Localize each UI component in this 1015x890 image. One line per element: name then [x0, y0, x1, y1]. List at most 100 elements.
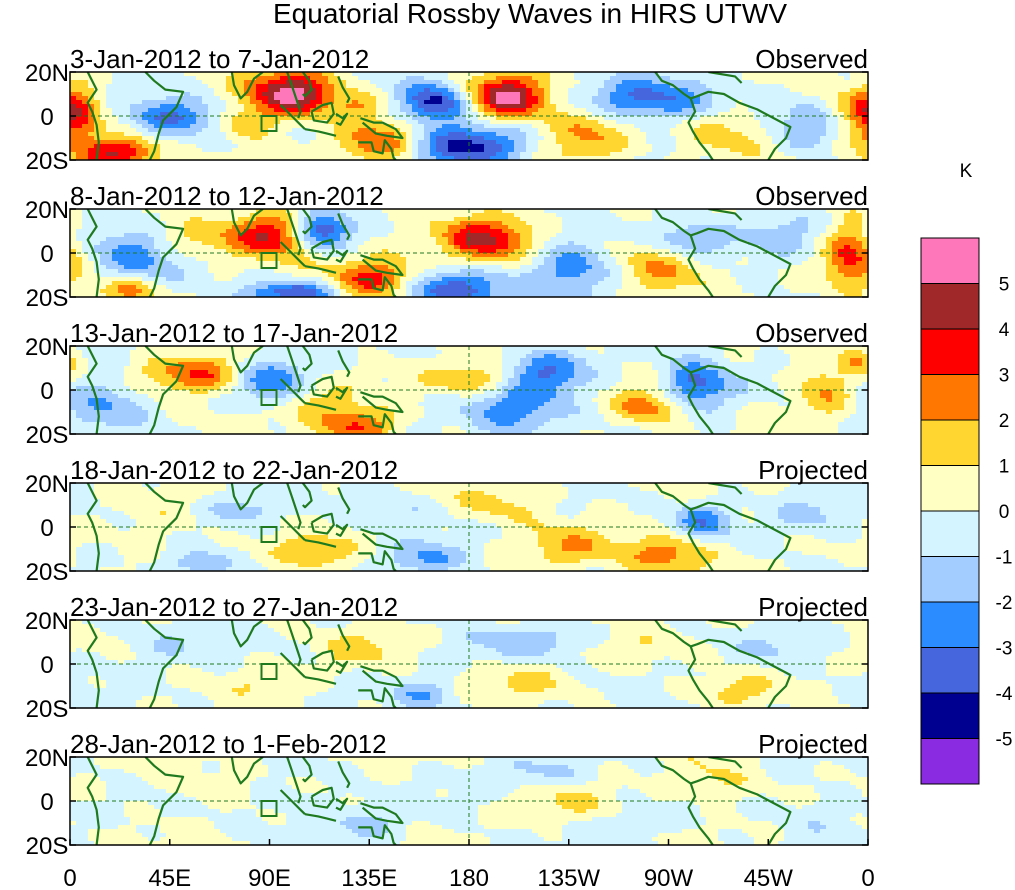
- heatmap-cell: [190, 269, 197, 274]
- heatmap-cell: [178, 120, 185, 125]
- heatmap-cell: [142, 136, 149, 141]
- heatmap-cell: [772, 217, 779, 222]
- heatmap-cell: [862, 152, 868, 157]
- heatmap-cell: [184, 245, 191, 250]
- heatmap-cell: [226, 257, 233, 262]
- heatmap-cell: [736, 84, 743, 89]
- heatmap-cell: [844, 237, 851, 242]
- heatmap-cell: [832, 84, 839, 89]
- heatmap-cell: [82, 76, 89, 81]
- heatmap-cell: [604, 124, 611, 129]
- heatmap-cell: [208, 213, 215, 218]
- heatmap-cell: [856, 253, 863, 258]
- heatmap-cell: [490, 261, 497, 266]
- heatmap-cell: [178, 116, 185, 121]
- heatmap-cell: [712, 265, 719, 270]
- heatmap-cell: [544, 76, 551, 81]
- heatmap-cell: [124, 148, 131, 153]
- heatmap-cell: [202, 144, 209, 149]
- heatmap-cell: [292, 128, 299, 133]
- heatmap-cell: [448, 152, 455, 157]
- heatmap-cell: [232, 217, 239, 222]
- heatmap-cell: [598, 96, 605, 101]
- heatmap-cell: [256, 221, 263, 226]
- heatmap-cell: [328, 72, 335, 77]
- heatmap-cell: [808, 96, 815, 101]
- heatmap-cell: [160, 100, 167, 105]
- heatmap-cell: [130, 72, 137, 77]
- heatmap-cell: [664, 124, 671, 129]
- heatmap-cell: [568, 72, 575, 77]
- heatmap-cell: [664, 120, 671, 125]
- heatmap-cell: [634, 144, 641, 149]
- heatmap-cell: [760, 140, 767, 145]
- heatmap-cell: [472, 108, 479, 113]
- heatmap-cell: [754, 100, 761, 105]
- heatmap-cell: [616, 104, 623, 109]
- heatmap-cell: [70, 249, 77, 254]
- heatmap-cell: [568, 148, 575, 153]
- heatmap-cell: [106, 116, 113, 121]
- heatmap-cell: [772, 229, 779, 234]
- heatmap-cell: [226, 124, 233, 129]
- heatmap-cell: [802, 124, 809, 129]
- heatmap-cell: [640, 108, 647, 113]
- heatmap-cell: [214, 136, 221, 141]
- heatmap-cell: [784, 80, 791, 85]
- heatmap-cell: [256, 132, 263, 137]
- heatmap-cell: [268, 84, 275, 89]
- heatmap-cell: [190, 140, 197, 145]
- heatmap-cell: [166, 132, 173, 137]
- heatmap-cell: [448, 92, 455, 97]
- heatmap-cell: [628, 124, 635, 129]
- heatmap-cell: [850, 84, 857, 89]
- heatmap-cell: [340, 136, 347, 141]
- heatmap-cell: [412, 225, 419, 230]
- heatmap-cell: [214, 209, 221, 214]
- heatmap-cell: [718, 253, 725, 258]
- heatmap-cell: [448, 132, 455, 137]
- heatmap-cell: [388, 92, 395, 97]
- heatmap-cell: [574, 100, 581, 105]
- heatmap-cell: [382, 265, 389, 270]
- heatmap-cell: [634, 80, 641, 85]
- heatmap-cell: [280, 249, 287, 254]
- heatmap-cell: [364, 257, 371, 262]
- heatmap-cell: [478, 156, 485, 160]
- heatmap-cell: [844, 92, 851, 97]
- heatmap-cell: [424, 132, 431, 137]
- heatmap-cell: [82, 120, 89, 125]
- heatmap-cell: [862, 245, 868, 250]
- heatmap-cell: [256, 217, 263, 222]
- heatmap-cell: [196, 221, 203, 226]
- heatmap-cell: [268, 148, 275, 153]
- heatmap-cell: [850, 88, 857, 93]
- heatmap-cell: [496, 132, 503, 137]
- heatmap-cell: [226, 261, 233, 266]
- heatmap-cell: [856, 104, 863, 109]
- heatmap-cell: [310, 225, 317, 230]
- heatmap-cell: [412, 257, 419, 262]
- heatmap-cell: [508, 152, 515, 157]
- heatmap-cell: [688, 156, 695, 160]
- heatmap-cell: [106, 100, 113, 105]
- heatmap-cell: [586, 116, 593, 121]
- heatmap-cell: [484, 249, 491, 254]
- heatmap-cell: [790, 152, 797, 157]
- heatmap-cell: [292, 104, 299, 109]
- heatmap-cell: [238, 225, 245, 230]
- heatmap-cell: [832, 233, 839, 238]
- heatmap-cell: [148, 269, 155, 274]
- heatmap-cell: [304, 72, 311, 77]
- heatmap-cell: [598, 152, 605, 157]
- heatmap-cell: [430, 253, 437, 258]
- heatmap-cell: [736, 213, 743, 218]
- heatmap-cell: [670, 140, 677, 145]
- heatmap-cell: [610, 112, 617, 117]
- heatmap-cell: [292, 144, 299, 149]
- heatmap-cell: [346, 209, 353, 214]
- heatmap-cell: [610, 253, 617, 258]
- heatmap-cell: [88, 120, 95, 125]
- heatmap-cell: [472, 140, 479, 145]
- heatmap-cell: [262, 96, 269, 101]
